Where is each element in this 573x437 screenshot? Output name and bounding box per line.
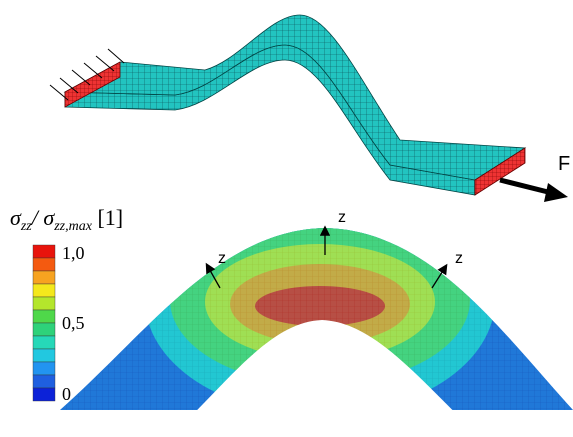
z-label: z	[338, 209, 346, 226]
colorbar-band	[33, 284, 55, 297]
colorbar-label: 1,0	[62, 243, 85, 263]
colorbar-label: 0,5	[62, 313, 85, 333]
colorbar-band	[33, 297, 55, 310]
z-label: z	[218, 250, 226, 267]
colorbar-band	[33, 349, 55, 362]
beam	[50, 15, 568, 202]
colorbar-band	[33, 323, 55, 336]
colorbar-band	[33, 336, 55, 349]
colorbar-band	[33, 362, 55, 375]
figure: F σzz/ σzz,max [1] 1,0 0,5 0 z z z	[0, 0, 573, 437]
z-label: z	[455, 250, 463, 267]
colorbar-label: 0	[62, 384, 71, 404]
colorbar-band	[33, 258, 55, 271]
colorbar	[33, 245, 55, 401]
colorbar-band	[33, 310, 55, 323]
force-label: F	[558, 153, 570, 175]
legend-title: σzz/ σzz,max [1]	[10, 205, 123, 234]
colorbar-band	[33, 271, 55, 284]
colorbar-band	[33, 375, 55, 388]
colorbar-band	[33, 245, 55, 258]
colorbar-band	[33, 388, 55, 401]
